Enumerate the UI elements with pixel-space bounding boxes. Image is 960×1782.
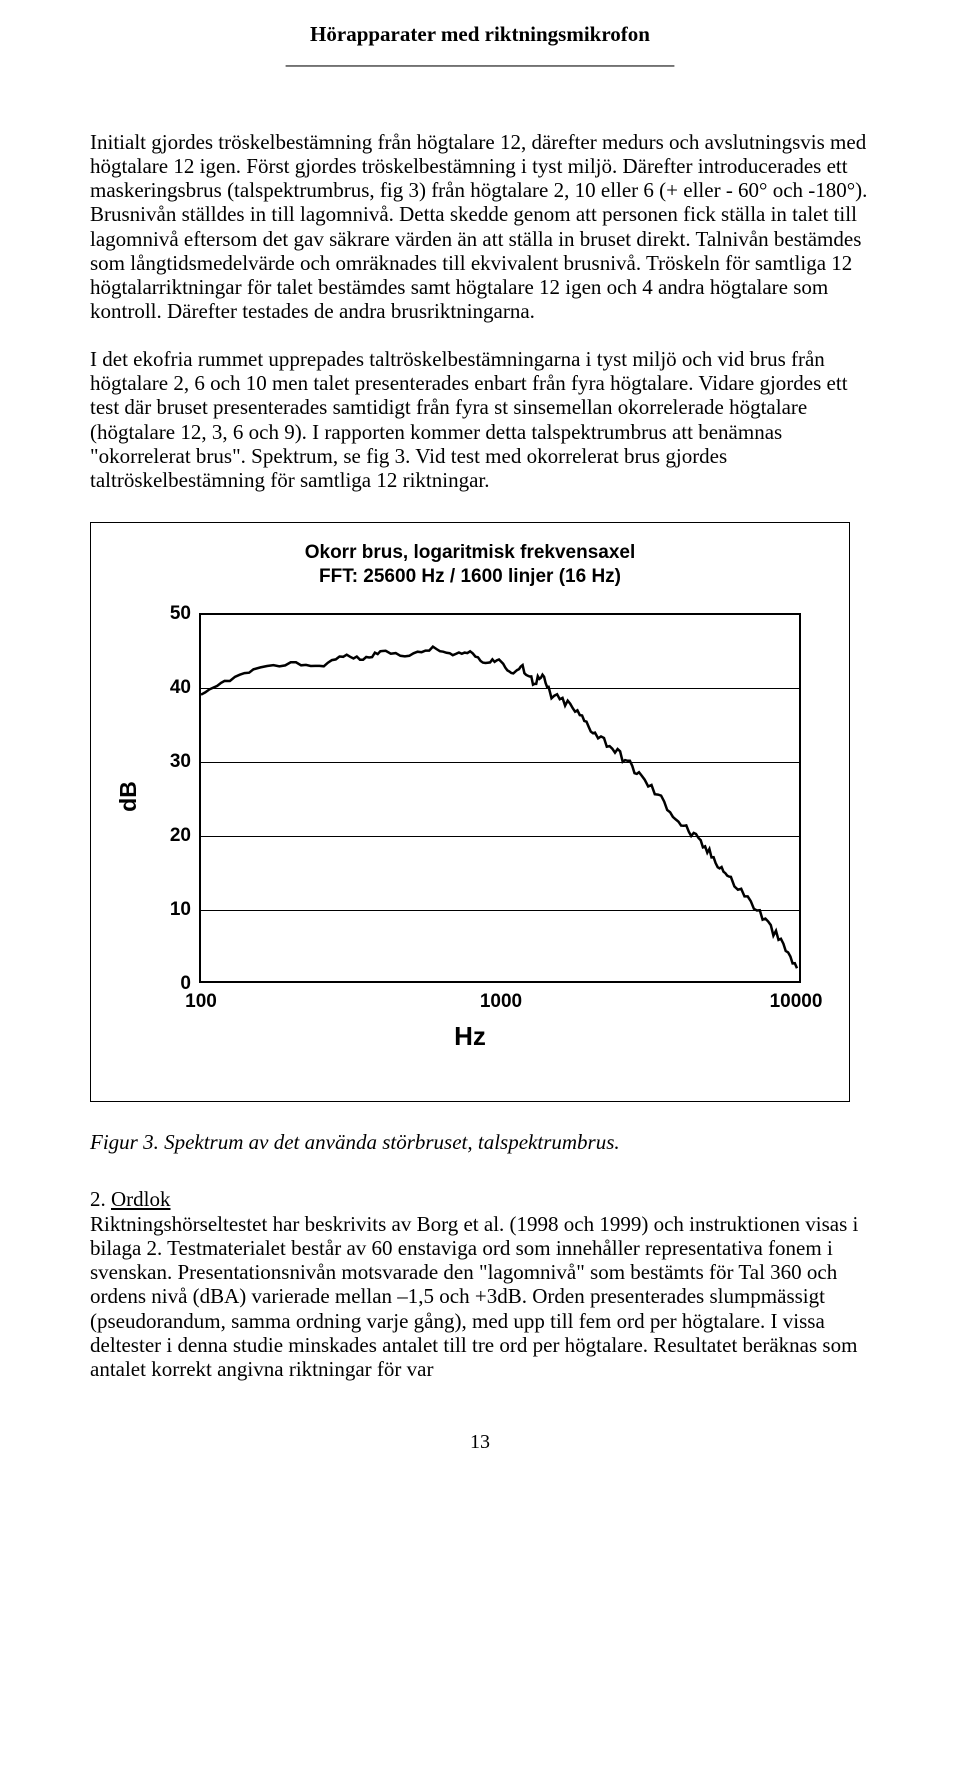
spectrum-curve: [201, 615, 801, 985]
figure-caption: Figur 3. Spektrum av det använda störbru…: [90, 1130, 870, 1155]
page-container: Hörapparater med riktningsmikrofon _____…: [0, 0, 960, 1494]
spectrum-chart: Okorr brus, logaritmisk frekvensaxel FFT…: [90, 522, 850, 1102]
ytick-50: 50: [141, 603, 191, 625]
section-number: 2.: [90, 1187, 111, 1211]
x-axis-label: Hz: [91, 1021, 849, 1052]
y-axis-label: dB: [115, 781, 142, 812]
ytick-30: 30: [141, 751, 191, 773]
xtick-1000: 1000: [471, 991, 531, 1013]
plot-area: [201, 613, 801, 983]
ytick-10: 10: [141, 899, 191, 921]
section-2-heading: 2. Ordlok: [90, 1187, 870, 1212]
section-2-body: Riktningshörseltestet har beskrivits av …: [90, 1212, 870, 1381]
chart-title-line-1: Okorr brus, logaritmisk frekvensaxel: [305, 542, 636, 563]
xtick-100: 100: [181, 991, 221, 1013]
ytick-40: 40: [141, 677, 191, 699]
paragraph-1: Initialt gjordes tröskelbestämning från …: [90, 130, 870, 323]
xtick-10000: 10000: [761, 991, 831, 1013]
paragraph-2: I det ekofria rummet upprepades taltrösk…: [90, 347, 870, 492]
header-rule: _____________________________________: [90, 45, 870, 70]
chart-title: Okorr brus, logaritmisk frekvensaxel FFT…: [91, 541, 849, 589]
header-title: Hörapparater med riktningsmikrofon: [90, 22, 870, 47]
page-number: 13: [90, 1431, 870, 1454]
section-title: Ordlok: [111, 1187, 171, 1211]
chart-title-line-2: FFT: 25600 Hz / 1600 linjer (16 Hz): [319, 566, 621, 587]
running-header: Hörapparater med riktningsmikrofon _____…: [90, 22, 870, 70]
ytick-20: 20: [141, 825, 191, 847]
